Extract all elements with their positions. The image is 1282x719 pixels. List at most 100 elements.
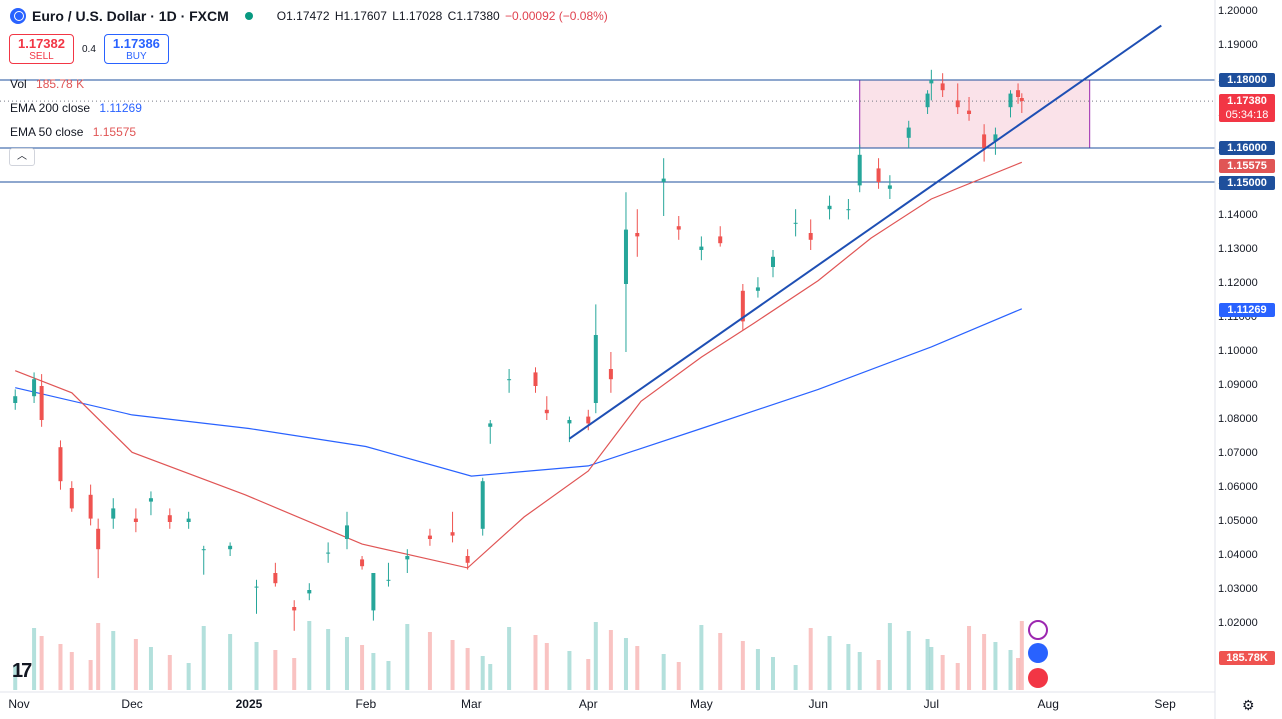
lightning-event-icon[interactable] [1028,620,1048,640]
x-tick-label: Mar [461,697,482,711]
volume-bar [507,627,512,690]
y-tick-label: 1.13000 [1218,243,1258,255]
candle-body [1019,98,1024,102]
candle-body [96,528,101,550]
candle-body [623,229,628,284]
buy-price: 1.17386 [112,36,160,51]
eu-event-icon[interactable] [1028,643,1048,663]
level-tag-118: 1.18000 [1219,73,1275,87]
market-open-icon [244,12,253,20]
low-value: L1.17028 [392,9,443,23]
ema50-legend[interactable]: EMA 50 close 1.15575 [10,125,136,139]
volume-bar [533,635,538,690]
candle-body [567,420,572,424]
y-tick-label: 1.06000 [1218,481,1258,493]
candle-body [906,127,911,138]
symbol-title[interactable]: Euro / U.S. Dollar · 1D · FXCM [32,8,229,24]
candle-body [808,233,813,240]
x-tick-label: Dec [121,697,143,711]
volume-bar [740,641,745,690]
candle-body [593,335,598,403]
volume-bar [940,655,945,690]
candle-body [982,134,987,148]
candle-body [876,168,881,182]
candle-body [201,549,206,551]
y-tick-label: 1.20000 [1218,5,1258,17]
candle-body [58,447,63,482]
volume-bar [793,665,798,690]
volume-bar [661,654,666,690]
candle-body [13,396,18,403]
candle-body [133,518,138,522]
volume-bar [955,663,960,690]
volume-bar [808,628,813,690]
candle-body [69,488,74,509]
buy-button[interactable]: 1.17386 BUY [103,34,169,64]
sell-button[interactable]: 1.17382 SELL [9,34,74,64]
volume-bar [427,632,432,690]
volume-tag: 185.78K [1219,651,1275,665]
y-tick-label: 1.08000 [1218,413,1258,425]
volume-bar [623,638,628,690]
candle-body [925,93,930,108]
y-tick-label: 1.12000 [1218,277,1258,289]
candle-body [1008,93,1013,108]
candle-body [254,586,259,588]
y-tick-label: 1.02000 [1218,617,1258,629]
y-tick-label: 1.14000 [1218,209,1258,221]
open-value: O1.17472 [276,9,330,23]
level-tag-115: 1.15000 [1219,176,1275,190]
y-tick-label: 1.04000 [1218,549,1258,561]
spread-value: 0.4 [82,43,96,55]
candle-body [533,372,538,386]
vol-label: Vol [10,77,27,91]
volume-bar [887,623,892,690]
ema200-legend[interactable]: EMA 200 close 1.11269 [10,101,142,115]
candle-body [608,369,613,380]
volume-bar [39,636,44,690]
volume-bar [982,634,987,690]
ohlc-readout: O1.17472 H1.17607 L1.17028 C1.17380 −0.0… [277,9,610,23]
change-value: −0.00092 (−0.08%) [505,9,608,23]
range-box [859,79,1091,149]
settings-gear-icon[interactable]: ⚙ [1242,697,1255,713]
volume-bar [993,642,998,690]
volume-bar [755,649,760,690]
volume-legend[interactable]: Vol 185.78 K [10,77,84,91]
level-tag-116: 1.16000 [1219,141,1275,155]
volume-bar [450,640,455,690]
candle-body [186,518,191,522]
high-value: H1.17607 [334,9,387,23]
trade-panel: 1.17382 SELL 0.4 1.17386 BUY [9,34,169,64]
candle-body [427,535,432,539]
volume-bar [371,653,376,690]
ema50-line [14,161,1023,569]
tradingview-logo-icon: 17 [12,660,32,682]
candle-body [88,494,93,519]
candle-body [405,556,410,560]
candle-body [827,205,832,210]
volume-bar [929,647,934,690]
candle-body [273,573,278,584]
volume-bar [967,626,972,690]
candle-body [111,508,116,519]
volume-bar [771,657,775,690]
volume-bar [1008,650,1013,690]
us-event-icon[interactable] [1028,668,1048,688]
volume-bar [488,664,493,690]
x-tick-label: Nov [8,697,30,711]
ema50-tag: 1.15575 [1219,159,1275,173]
close-value: C1.17380 [447,9,500,23]
volume-bar [88,660,93,690]
volume-bar [148,647,153,690]
volume-bar [307,621,312,690]
candle-body [718,236,723,244]
candle-body [955,100,960,108]
volume-bar [360,645,365,690]
volume-bar [326,629,331,690]
candle-body [465,556,470,563]
collapse-legend-button[interactable]: ︿ [9,148,35,166]
chart-header: Euro / U.S. Dollar · 1D · FXCM O1.17472 … [10,8,610,24]
last-price-value: 1.17380 [1227,95,1267,107]
